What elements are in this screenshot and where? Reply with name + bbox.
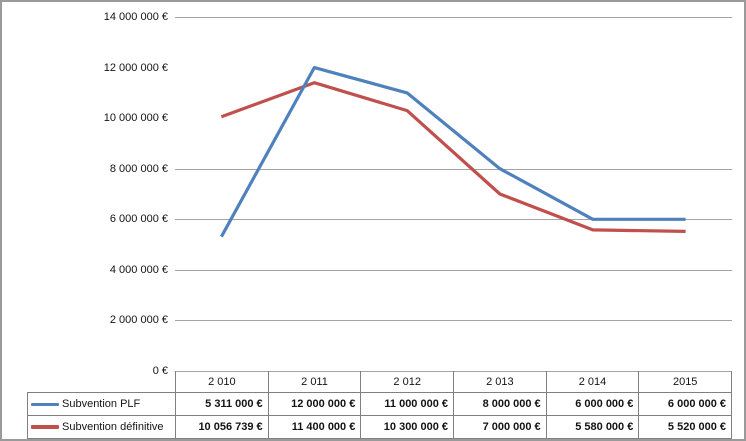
gridline	[175, 168, 732, 170]
year-header-cell: 2 011	[267, 371, 361, 392]
gridline	[175, 218, 732, 220]
gridline	[175, 269, 732, 271]
y-axis-tick-label: 10 000 000 €	[103, 112, 168, 125]
data-table: Subvention PLF 5 311 000 €12 000 000 €11 …	[27, 392, 732, 439]
y-axis-tick-label: 12 000 000 €	[103, 61, 168, 74]
category-axis-row: 2 010 2 011 2 012 2 013 2 014 2015	[175, 371, 733, 392]
value-cell: 10 056 739 €	[175, 416, 268, 438]
year-header-cell: 2 012	[360, 371, 453, 392]
legend-key-subvention-d-finitive	[31, 425, 59, 429]
value-cell: 11 400 000 €	[267, 416, 361, 438]
y-axis-tick-label: 0 €	[152, 365, 168, 377]
y-axis-tick-label: 4 000 000 €	[109, 263, 168, 276]
y-axis-tick-label: 8 000 000 €	[109, 162, 168, 175]
value-cell: 7 000 000 €	[453, 416, 546, 438]
value-cell: 11 000 000 €	[360, 393, 453, 415]
table-row: Subvention définitive 10 056 739 €11 400 …	[28, 415, 731, 438]
series-name-cell: Subvention définitive	[28, 416, 175, 438]
value-cell: 12 000 000 €	[267, 393, 361, 415]
value-cell: 8 000 000 €	[453, 393, 546, 415]
table-row: Subvention PLF 5 311 000 €12 000 000 €11 …	[28, 393, 731, 415]
year-header-cell: 2015	[638, 371, 733, 392]
series-name-label: Subvention définitive	[62, 421, 164, 433]
value-cell: 6 000 000 €	[545, 393, 639, 415]
gridline	[175, 16, 732, 18]
y-axis-tick-label: 6 000 000 €	[109, 213, 168, 226]
gridline	[175, 319, 732, 321]
legend-key-subvention-plf	[31, 402, 59, 406]
series-name-cell: Subvention PLF	[28, 393, 175, 415]
year-header-cell: 2 013	[453, 371, 546, 392]
series-line-subvention-plf	[219, 65, 686, 238]
y-axis-tick-label: 2 000 000 €	[109, 314, 168, 327]
series-line-subvention-d-finitive	[220, 81, 686, 233]
value-cell: 5 580 000 €	[545, 416, 639, 438]
value-cell: 6 000 000 €	[638, 393, 731, 415]
year-header-cell: 2 014	[545, 371, 639, 392]
series-name-label: Subvention PLF	[62, 398, 141, 410]
value-cell: 10 300 000 €	[360, 416, 453, 438]
y-axis-tick-label: 14 000 000 €	[103, 11, 168, 23]
value-cell: 5 311 000 €	[175, 393, 268, 415]
year-header-cell: 2 010	[175, 371, 268, 392]
value-cell: 5 520 000 €	[638, 416, 731, 438]
